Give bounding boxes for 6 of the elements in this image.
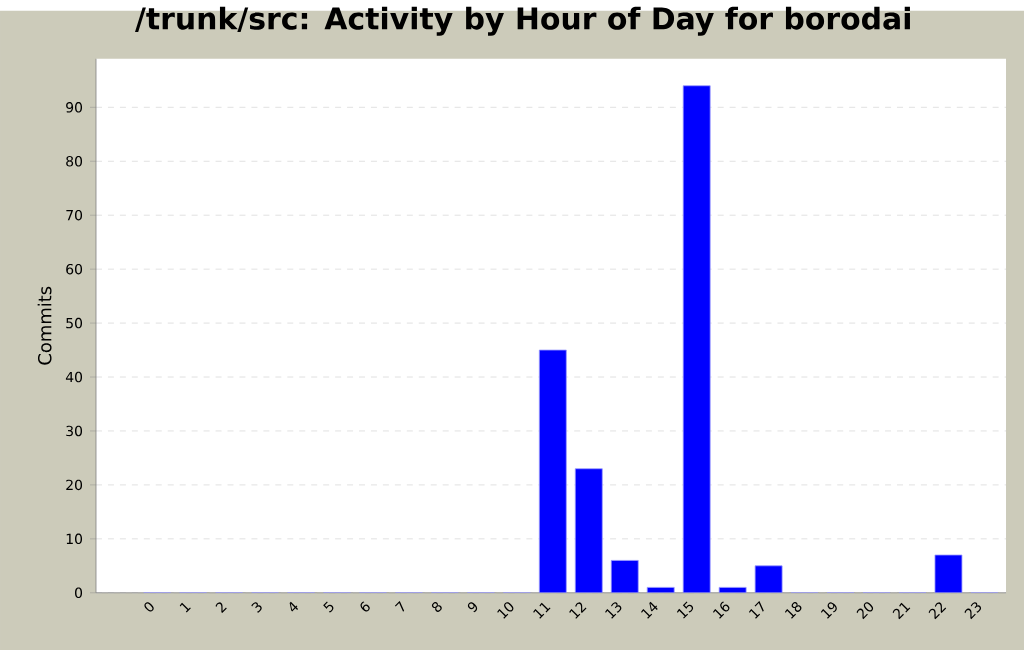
chart-title: /trunk/src: Activity by Hour of Day for borodai [134, 6, 910, 36]
bar [538, 349, 567, 593]
bar [682, 84, 711, 593]
bar [610, 559, 639, 593]
y-axis-title: Commits [37, 286, 52, 365]
bar [574, 467, 603, 593]
